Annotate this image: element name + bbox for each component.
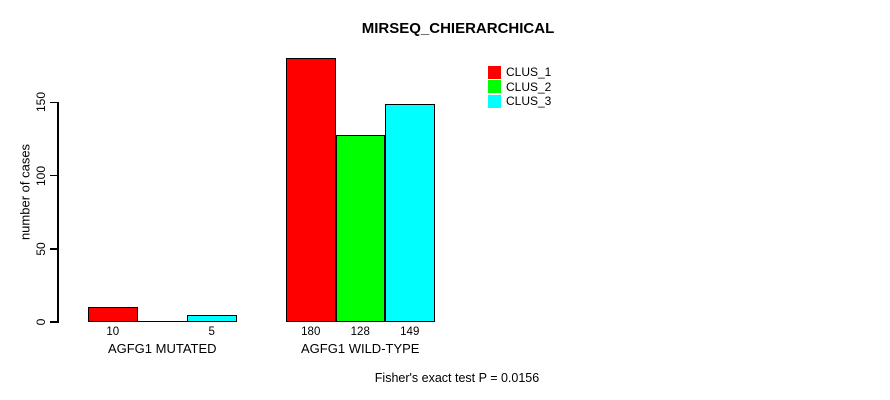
bar-clus-3-agfg1-mutated [187,314,237,322]
y-axis-tick [50,248,57,250]
legend: CLUS_1 CLUS_2 CLUS_3 [488,65,551,109]
bar-value-label: 128 [350,326,370,338]
legend-label: CLUS_2 [506,79,552,94]
chart-title: MIRSEQ_CHIERARCHICAL [361,20,555,37]
legend-label: CLUS_1 [506,65,552,80]
y-axis-tick [50,321,57,323]
legend-entry-clus-1: CLUS_1 [488,65,551,80]
bar-clus-1-agfg1-mutated [88,307,138,322]
legend-entry-clus-2: CLUS_2 [488,80,551,95]
y-axis-tick [50,174,57,177]
y-axis-tick-label: 50 [34,242,48,256]
fisher-test-annotation: Fisher's exact test P = 0.0156 [374,371,540,385]
x-category-label-agfg1-wild-type: AGFG1 WILD-TYPE [301,341,420,356]
y-axis-tick-label: 0 [34,318,48,326]
bar-value-label: 180 [301,326,321,338]
y-axis-line [57,102,59,323]
x-category-label-agfg1-mutated: AGFG1 MUTATED [107,341,217,356]
bar-clus-2-agfg1-mutated-zero [137,320,187,322]
bar-clus-3-agfg1-wild-type [385,103,435,322]
legend-swatch-clus-1 [488,65,501,79]
legend-label: CLUS_3 [506,94,552,109]
y-axis-tick [50,101,57,104]
bar-value-label: 149 [400,326,420,338]
bar-clus-1-agfg1-wild-type [286,58,336,322]
y-axis-tick-label: 150 [34,92,48,113]
bar-clus-2-agfg1-wild-type [335,134,385,322]
bar-value-label: 10 [106,326,120,338]
y-axis-tick-label: 100 [34,165,48,186]
bar-value-label: 5 [208,326,215,338]
legend-swatch-clus-2 [488,80,501,94]
legend-swatch-clus-3 [488,94,501,108]
legend-entry-clus-3: CLUS_3 [488,94,551,109]
